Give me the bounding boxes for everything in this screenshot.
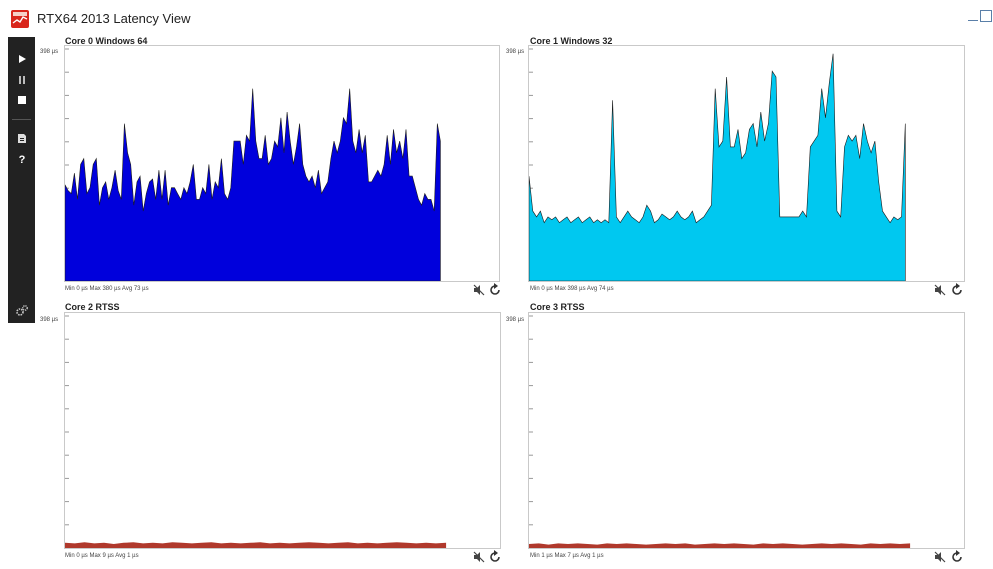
side-toolbar: ? bbox=[8, 37, 35, 323]
y-max-label: 398 µs bbox=[40, 317, 59, 323]
reset-button[interactable] bbox=[488, 550, 502, 564]
save-report-icon bbox=[17, 133, 26, 143]
play-button[interactable] bbox=[8, 49, 35, 69]
panel-title: Core 2 RTSS bbox=[65, 302, 120, 312]
latency-area-series bbox=[64, 88, 441, 282]
speaker-muted-icon bbox=[934, 551, 946, 563]
y-max-label: 398 µs bbox=[506, 49, 525, 55]
toolbar-divider bbox=[12, 119, 31, 120]
save-report-button[interactable] bbox=[8, 128, 35, 148]
mute-button[interactable] bbox=[472, 283, 486, 297]
reset-button[interactable] bbox=[950, 550, 964, 564]
latency-chart-core0 bbox=[64, 45, 500, 282]
mute-button[interactable] bbox=[472, 550, 486, 564]
maximize-button[interactable] bbox=[980, 10, 992, 22]
pause-button[interactable] bbox=[8, 70, 35, 90]
help-button[interactable]: ? bbox=[8, 149, 35, 169]
window-title: RTX64 2013 Latency View bbox=[37, 11, 191, 26]
latency-chart-core2 bbox=[64, 312, 501, 549]
stats-text: Min 0 µs Max 398 µs Avg 74 µs bbox=[530, 286, 614, 292]
panel-title: Core 0 Windows 64 bbox=[65, 36, 148, 46]
speaker-muted-icon bbox=[934, 284, 946, 296]
settings-gears-icon bbox=[15, 305, 28, 316]
svg-text:?: ? bbox=[18, 154, 25, 165]
latency-area-series bbox=[528, 53, 906, 282]
speaker-muted-icon bbox=[473, 551, 485, 563]
y-max-label: 398 µs bbox=[506, 317, 525, 323]
play-icon bbox=[18, 55, 26, 63]
pause-icon bbox=[18, 76, 25, 84]
refresh-icon bbox=[952, 283, 962, 295]
stats-text: Min 0 µs Max 9 µs Avg 1 µs bbox=[65, 553, 139, 559]
app-logo-icon bbox=[11, 10, 29, 28]
latency-area-series bbox=[528, 543, 911, 549]
panel-title: Core 3 RTSS bbox=[530, 302, 585, 312]
latency-chart-core3 bbox=[528, 312, 965, 549]
stats-text: Min 0 µs Max 380 µs Avg 73 µs bbox=[65, 286, 149, 292]
help-icon: ? bbox=[18, 154, 25, 165]
stop-button[interactable] bbox=[8, 90, 35, 110]
latency-chart-core1 bbox=[528, 45, 965, 282]
latency-area-series bbox=[64, 542, 447, 549]
mute-button[interactable] bbox=[933, 283, 947, 297]
refresh-icon bbox=[952, 550, 962, 562]
stats-text: Min 1 µs Max 7 µs Avg 1 µs bbox=[530, 553, 604, 559]
refresh-icon bbox=[490, 550, 500, 562]
stop-icon bbox=[17, 96, 26, 104]
reset-button[interactable] bbox=[488, 283, 502, 297]
reset-button[interactable] bbox=[950, 283, 964, 297]
minimize-button[interactable] bbox=[967, 10, 979, 22]
speaker-muted-icon bbox=[473, 284, 485, 296]
settings-button[interactable] bbox=[8, 300, 35, 320]
title-bar: RTX64 2013 Latency View bbox=[0, 0, 993, 37]
y-max-label: 398 µs bbox=[40, 49, 59, 55]
mute-button[interactable] bbox=[933, 550, 947, 564]
panel-title: Core 1 Windows 32 bbox=[530, 36, 613, 46]
refresh-icon bbox=[490, 283, 500, 295]
